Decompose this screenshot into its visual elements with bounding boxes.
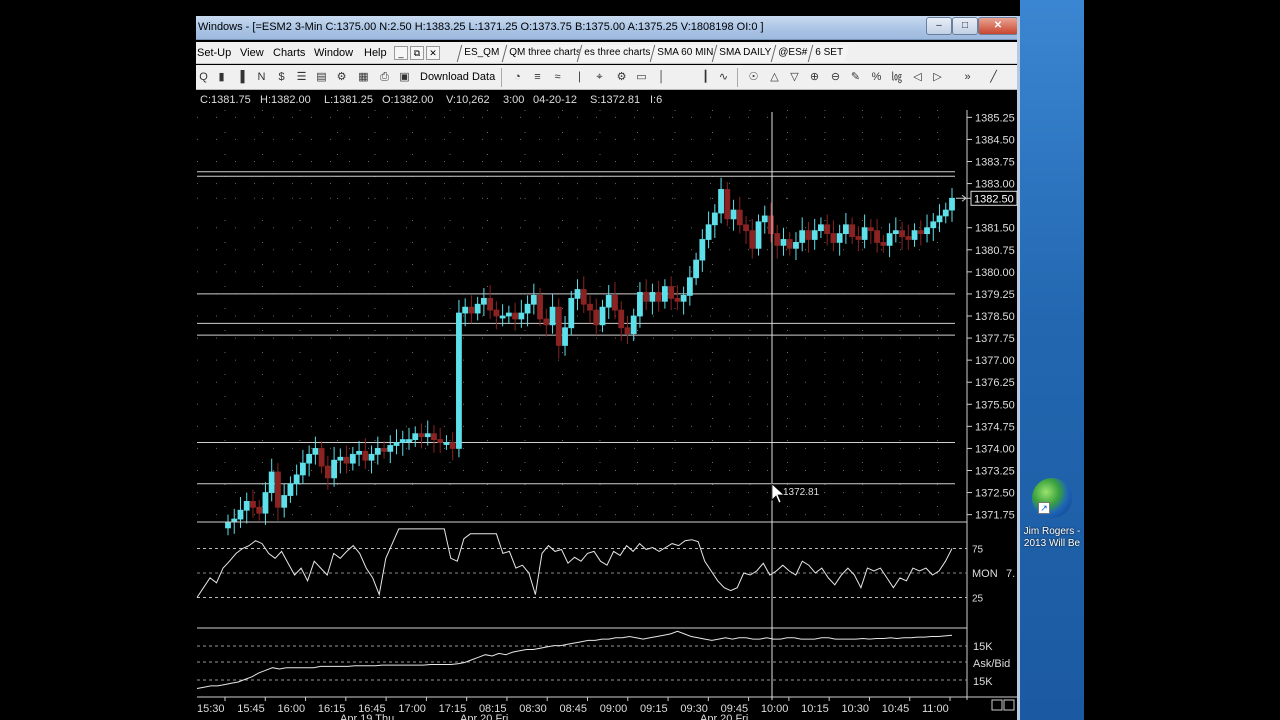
tab-sma-daily[interactable]: SMA DAILY [711,45,778,62]
menu-view[interactable]: View [240,47,264,59]
down-arrow-icon[interactable]: ▽ [790,71,799,83]
mdi-close-button[interactable]: ✕ [426,46,440,60]
tab-es-three-charts-label: es three charts [584,47,651,58]
clock-icon[interactable]: ◔ [514,71,521,83]
more-icon[interactable]: » [964,71,971,83]
sine-icon[interactable]: ∿ [718,71,729,83]
tab-6-set-label: 6 SET [815,47,844,58]
zoom-in-icon[interactable]: ⊕ [809,71,820,83]
toolbar-separator [501,68,502,87]
menu-window[interactable]: Window [314,47,354,59]
rectangle-icon[interactable]: ▭ [636,71,647,83]
info-date: 04-20-12 [533,94,578,106]
bar-chart-icon[interactable]: ▐ [236,71,245,83]
desktop-background [1020,0,1084,720]
bar-info-strip: C:1381.75 H:1382.00 L:1381.25 O:1382.00 … [196,92,972,110]
zoom-icon[interactable]: Q [199,71,208,83]
menu-bar: Set-Up View Charts Window Help _ ⧉ ✕ ES_… [196,42,1020,64]
gear-icon[interactable]: ⚙ [616,71,627,83]
maximize-button[interactable]: □ [952,17,978,35]
quote-board-icon[interactable]: ▤ [316,71,327,83]
download-data-button[interactable]: Download Data [420,71,496,83]
percent-icon[interactable]: % [871,71,882,83]
news-icon[interactable]: N [257,71,266,83]
charting-window: Windows - [=ESM2 3-Min C:1375.00 N:2.50 … [196,16,1020,720]
close-button[interactable]: ✕ [978,17,1018,35]
trendline-icon[interactable]: ╱ [990,71,997,83]
window-right-border [1017,16,1020,720]
pencil-icon[interactable]: ✎ [850,71,861,83]
tab-es-three-charts[interactable]: es three charts [576,45,657,62]
tab-sma-60-min-label: SMA 60 MIN [657,47,714,58]
shortcut-arrow-icon: ↗ [1038,502,1050,514]
vertical-line-icon[interactable]: │ [658,71,665,83]
tab-es-hash-label: @ES# [778,47,808,58]
divider-icon[interactable]: ∣ [576,71,583,83]
info-open: O:1382.00 [382,94,434,106]
mdi-restore-button[interactable]: ⧉ [410,46,424,60]
tab-qm-three-charts-label: QM three charts [509,47,581,58]
grid-icon[interactable]: ▦ [358,71,369,83]
list-icon[interactable]: ☰ [296,71,307,83]
tab-6-set[interactable]: 6 SET [807,45,850,62]
tab-es-qm[interactable]: ES_QM [456,45,506,62]
shortcut-label-line2: 2013 Will Be [1023,538,1081,549]
tab-sma-daily-label: SMA DAILY [719,47,772,58]
menu-charts[interactable]: Charts [273,47,306,59]
info-time: 3:00 [503,94,525,106]
tab-es-hash[interactable]: @ES# [770,45,814,62]
dollar-icon[interactable]: $ [278,71,285,83]
tab-qm-three-charts[interactable]: QM three charts [501,45,587,62]
globe-tool-icon[interactable]: ☉ [748,71,759,83]
info-volume: V:10,262 [446,94,490,106]
log-scale-icon[interactable]: ㏒ [891,71,902,83]
print-icon[interactable]: ⎙ [380,71,389,83]
candle-chart-icon[interactable]: ▮ [218,71,225,83]
crosshair-icon[interactable]: ⌖ [596,71,603,83]
up-arrow-icon[interactable]: △ [770,71,779,83]
info-i-value: I:6 [650,94,663,106]
scroll-left-icon[interactable]: ◁ [913,71,922,83]
candle-icon[interactable]: ┃ [702,71,709,83]
mdi-minimize-button[interactable]: _ [394,46,408,60]
settings-icon[interactable]: ⚙ [336,71,347,83]
menu-help[interactable]: Help [364,47,387,59]
info-s-value: S:1372.81 [590,94,641,106]
tab-es-qm-label: ES_QM [464,47,500,58]
info-high: H:1382.00 [260,94,311,106]
desktop-shortcut[interactable]: ↗ Jim Rogers - 2013 Will Be [1022,478,1082,550]
shortcut-label-line1: Jim Rogers - [1023,526,1081,537]
toolbar: Q ▮ ▐ N $ ☰ ▤ ⚙ ▦ ⎙ ▣ Download Data ◔ ≡ … [196,65,1020,90]
zoom-out-icon[interactable]: ⊖ [830,71,841,83]
tab-sma-60-min[interactable]: SMA 60 MIN [649,45,720,62]
info-low: L:1381.25 [324,94,373,106]
exit-icon[interactable]: ▣ [399,71,410,83]
lines-icon[interactable]: ≡ [534,71,541,83]
window-title: Windows - [=ESM2 3-Min C:1375.00 N:2.50 … [198,21,764,33]
info-close: C:1381.75 [200,94,251,106]
title-bar[interactable]: Windows - [=ESM2 3-Min C:1375.00 N:2.50 … [196,16,1020,40]
toolbar-separator [737,68,738,87]
wave-icon[interactable]: ≈ [554,71,561,83]
minimize-button[interactable]: – [926,17,952,35]
scroll-right-icon[interactable]: ▷ [933,71,942,83]
globe-icon: ↗ [1032,478,1072,518]
menu-setup[interactable]: Set-Up [197,47,232,59]
